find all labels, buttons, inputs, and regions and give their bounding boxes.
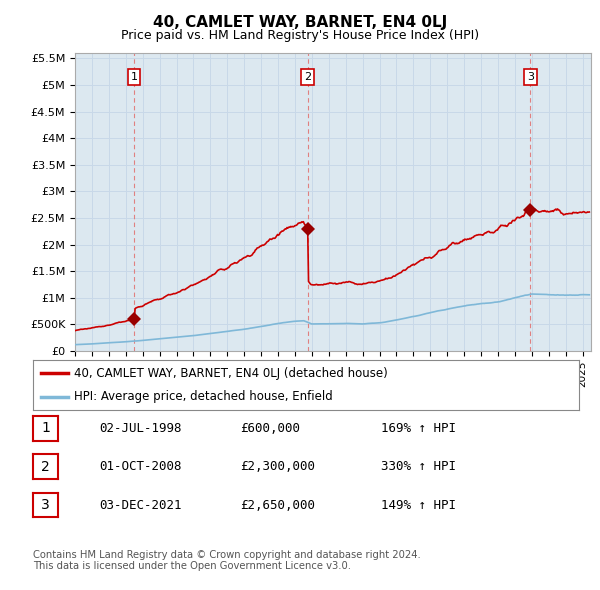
- Text: 1: 1: [41, 421, 50, 435]
- Text: Contains HM Land Registry data © Crown copyright and database right 2024.
This d: Contains HM Land Registry data © Crown c…: [33, 550, 421, 572]
- Text: 2: 2: [41, 460, 50, 474]
- Text: £600,000: £600,000: [240, 422, 300, 435]
- Text: 2: 2: [304, 72, 311, 82]
- Text: 40, CAMLET WAY, BARNET, EN4 0LJ: 40, CAMLET WAY, BARNET, EN4 0LJ: [153, 15, 447, 30]
- Text: £2,650,000: £2,650,000: [240, 499, 315, 512]
- Text: 149% ↑ HPI: 149% ↑ HPI: [381, 499, 456, 512]
- Text: £2,300,000: £2,300,000: [240, 460, 315, 473]
- Text: 3: 3: [41, 498, 50, 512]
- Text: HPI: Average price, detached house, Enfield: HPI: Average price, detached house, Enfi…: [74, 390, 332, 403]
- Text: Price paid vs. HM Land Registry's House Price Index (HPI): Price paid vs. HM Land Registry's House …: [121, 30, 479, 42]
- Text: 03-DEC-2021: 03-DEC-2021: [99, 499, 182, 512]
- Text: 01-OCT-2008: 01-OCT-2008: [99, 460, 182, 473]
- Text: 3: 3: [527, 72, 534, 82]
- Text: 1: 1: [131, 72, 138, 82]
- Text: 169% ↑ HPI: 169% ↑ HPI: [381, 422, 456, 435]
- Text: 02-JUL-1998: 02-JUL-1998: [99, 422, 182, 435]
- Text: 40, CAMLET WAY, BARNET, EN4 0LJ (detached house): 40, CAMLET WAY, BARNET, EN4 0LJ (detache…: [74, 367, 388, 380]
- Text: 330% ↑ HPI: 330% ↑ HPI: [381, 460, 456, 473]
